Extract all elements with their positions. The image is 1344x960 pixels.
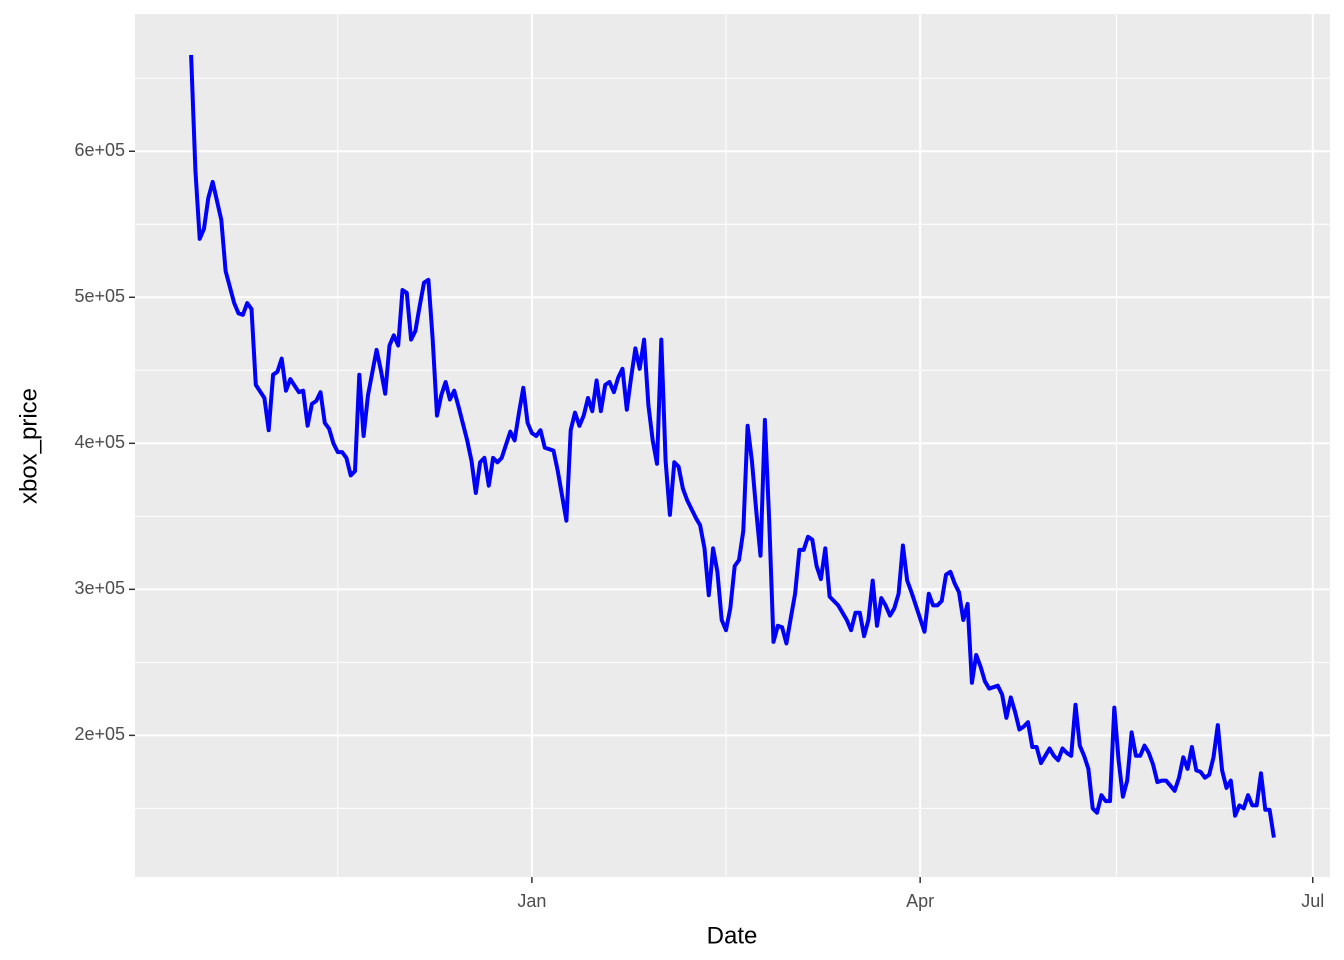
- panel: [135, 14, 1330, 877]
- y-axis-title: xbox_price: [15, 388, 42, 504]
- y-tick-label: 6e+05: [74, 140, 125, 160]
- x-tick-label: Jan: [517, 891, 546, 911]
- y-tick-label: 4e+05: [74, 432, 125, 452]
- x-axis-title: Date: [707, 922, 758, 949]
- price-line: [189, 54, 1276, 838]
- y-tick-label: 3e+05: [74, 578, 125, 598]
- x-tick-label: Apr: [906, 891, 934, 911]
- y-tick-label: 2e+05: [74, 724, 125, 744]
- x-tick-label: Jul: [1301, 891, 1324, 911]
- y-tick-label: 5e+05: [74, 286, 125, 306]
